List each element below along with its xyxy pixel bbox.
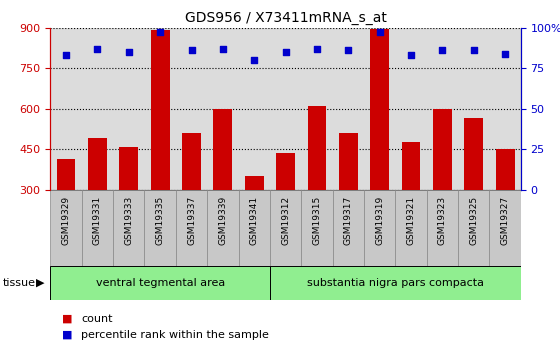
Text: substantia nigra pars compacta: substantia nigra pars compacta [307,278,484,288]
Bar [489,190,521,266]
Text: GSM19323: GSM19323 [438,196,447,245]
Point [156,30,165,35]
Bar [364,190,395,266]
Text: count: count [81,314,113,324]
Point [407,52,416,58]
Text: GSM19331: GSM19331 [93,196,102,245]
Bar [151,30,170,271]
Text: percentile rank within the sample: percentile rank within the sample [81,330,269,339]
Text: ventral tegmental area: ventral tegmental area [96,278,225,288]
Text: GSM19341: GSM19341 [250,196,259,245]
Text: GSM19315: GSM19315 [312,196,321,245]
Point [124,49,133,55]
Bar [370,29,389,271]
Text: GSM19333: GSM19333 [124,196,133,245]
Point [344,48,353,53]
Bar [276,153,295,271]
Text: GSM19329: GSM19329 [62,196,71,245]
Bar [496,149,515,271]
Point [375,30,384,35]
Bar [402,142,421,271]
Bar [50,266,270,300]
Text: GSM19319: GSM19319 [375,196,384,245]
Bar [113,190,144,266]
Text: ■: ■ [62,314,72,324]
Bar [57,159,76,271]
Text: GSM19325: GSM19325 [469,196,478,245]
Bar [82,190,113,266]
Bar [270,266,521,300]
Title: GDS956 / X73411mRNA_s_at: GDS956 / X73411mRNA_s_at [185,11,386,25]
Text: GSM19339: GSM19339 [218,196,227,245]
Point [501,51,510,56]
Bar [339,133,358,271]
Text: GSM19337: GSM19337 [187,196,196,245]
Bar [144,190,176,266]
Bar [427,190,458,266]
Bar [301,190,333,266]
Point [469,48,478,53]
Bar [395,190,427,266]
Bar [207,190,239,266]
Point [250,57,259,63]
Text: GSM19321: GSM19321 [407,196,416,245]
Text: tissue: tissue [3,278,36,288]
Point [312,46,321,51]
Bar [239,190,270,266]
Bar [458,190,489,266]
Bar [176,190,207,266]
Bar [433,109,452,271]
Point [438,48,447,53]
Point [62,52,71,58]
Text: ▶: ▶ [36,278,45,288]
Bar [270,190,301,266]
Point [93,46,102,51]
Bar [50,190,82,266]
Text: GSM19317: GSM19317 [344,196,353,245]
Point [281,49,290,55]
Text: GSM19327: GSM19327 [501,196,510,245]
Bar [245,176,264,271]
Text: ■: ■ [62,330,72,339]
Bar [119,147,138,271]
Text: GSM19335: GSM19335 [156,196,165,245]
Bar [307,106,326,271]
Point [218,46,227,51]
Text: GSM19312: GSM19312 [281,196,290,245]
Bar [333,190,364,266]
Point [187,48,196,53]
Bar [464,118,483,271]
Bar [213,109,232,271]
Bar [182,133,201,271]
Bar [88,138,107,271]
